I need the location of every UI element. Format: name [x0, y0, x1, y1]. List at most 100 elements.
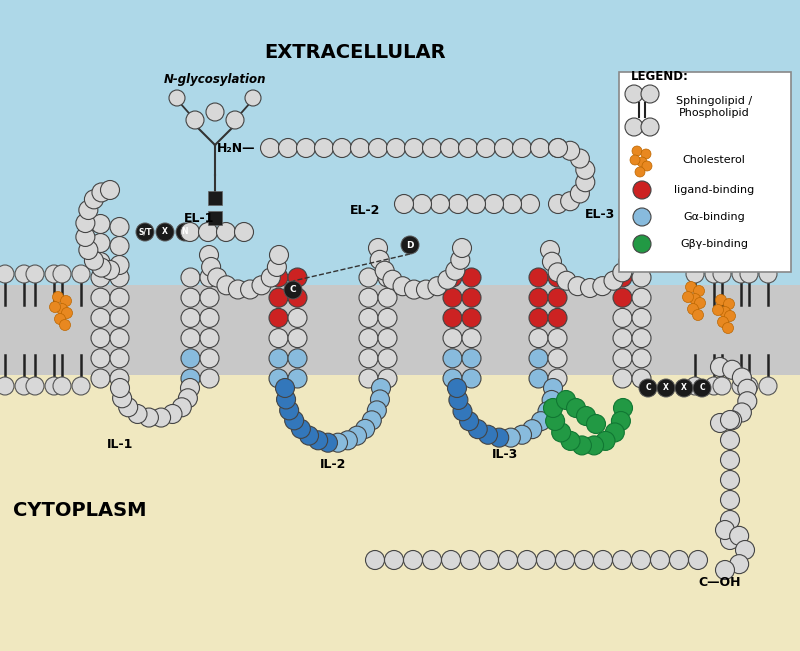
Circle shape [110, 288, 129, 307]
Circle shape [386, 139, 406, 158]
Circle shape [443, 268, 462, 287]
Circle shape [630, 155, 640, 165]
Circle shape [269, 369, 288, 388]
Text: X: X [663, 383, 669, 393]
Circle shape [186, 111, 204, 129]
Bar [208, 191, 222, 205]
Circle shape [568, 277, 587, 296]
Circle shape [91, 349, 110, 368]
Text: Cholesterol: Cholesterol [682, 155, 746, 165]
Circle shape [403, 551, 422, 570]
Circle shape [378, 268, 397, 287]
Circle shape [110, 255, 129, 275]
Circle shape [732, 377, 750, 395]
Circle shape [722, 360, 742, 380]
Circle shape [468, 420, 487, 439]
Circle shape [62, 307, 73, 318]
Circle shape [641, 118, 659, 136]
Circle shape [369, 238, 387, 258]
Circle shape [759, 377, 777, 395]
Circle shape [370, 251, 390, 270]
Circle shape [76, 214, 95, 232]
Circle shape [715, 561, 734, 579]
Circle shape [549, 139, 567, 158]
Circle shape [417, 280, 435, 299]
Circle shape [738, 380, 757, 398]
Circle shape [723, 299, 734, 309]
Circle shape [139, 408, 158, 427]
Circle shape [613, 369, 632, 388]
Circle shape [54, 314, 66, 324]
Circle shape [79, 201, 98, 219]
Circle shape [252, 276, 271, 295]
Circle shape [632, 329, 651, 348]
Text: IL-1: IL-1 [107, 439, 133, 452]
Circle shape [690, 294, 701, 305]
Text: EL-1: EL-1 [184, 212, 214, 225]
Circle shape [459, 411, 478, 431]
Circle shape [113, 389, 132, 408]
Text: C—OH: C—OH [698, 575, 742, 589]
Circle shape [548, 288, 567, 307]
Circle shape [333, 139, 351, 158]
Circle shape [641, 149, 651, 159]
Circle shape [200, 369, 219, 388]
Circle shape [555, 551, 574, 570]
Circle shape [632, 309, 651, 327]
Text: IL-3: IL-3 [492, 449, 518, 462]
Circle shape [285, 411, 304, 430]
Circle shape [110, 309, 129, 327]
Circle shape [715, 521, 734, 540]
Circle shape [682, 292, 694, 303]
Circle shape [269, 288, 288, 307]
Circle shape [72, 377, 90, 395]
Circle shape [604, 271, 623, 290]
Circle shape [713, 377, 731, 395]
Circle shape [735, 540, 754, 559]
Circle shape [732, 265, 750, 283]
Circle shape [529, 268, 548, 287]
Circle shape [639, 379, 657, 397]
Circle shape [366, 551, 385, 570]
Circle shape [596, 432, 615, 450]
Circle shape [462, 349, 481, 368]
Circle shape [441, 139, 459, 158]
Circle shape [759, 265, 777, 283]
Circle shape [462, 329, 481, 348]
Circle shape [91, 329, 110, 348]
Circle shape [529, 309, 548, 327]
Circle shape [378, 288, 397, 307]
Circle shape [443, 369, 462, 388]
Text: EXTRACELLULAR: EXTRACELLULAR [264, 42, 446, 61]
Text: Sphingolipid /
Phospholipid: Sphingolipid / Phospholipid [676, 96, 752, 118]
Circle shape [275, 378, 294, 398]
Circle shape [101, 260, 119, 279]
Circle shape [675, 379, 693, 397]
Circle shape [26, 265, 44, 283]
Circle shape [200, 288, 219, 307]
Circle shape [359, 369, 378, 388]
Circle shape [350, 139, 370, 158]
Circle shape [443, 288, 462, 307]
Circle shape [721, 450, 739, 469]
Circle shape [359, 349, 378, 368]
Circle shape [732, 368, 751, 387]
Circle shape [529, 349, 548, 368]
Circle shape [91, 288, 110, 307]
Text: X: X [681, 383, 687, 393]
Circle shape [618, 252, 638, 271]
Circle shape [110, 236, 129, 255]
Circle shape [542, 391, 561, 409]
Circle shape [367, 401, 386, 420]
Circle shape [686, 281, 697, 292]
Circle shape [713, 265, 731, 283]
Circle shape [393, 277, 412, 296]
Circle shape [378, 349, 397, 368]
Circle shape [513, 139, 531, 158]
Circle shape [632, 288, 651, 307]
Circle shape [92, 258, 111, 277]
Circle shape [314, 139, 334, 158]
Circle shape [288, 369, 307, 388]
Circle shape [576, 160, 594, 179]
Circle shape [561, 141, 580, 160]
